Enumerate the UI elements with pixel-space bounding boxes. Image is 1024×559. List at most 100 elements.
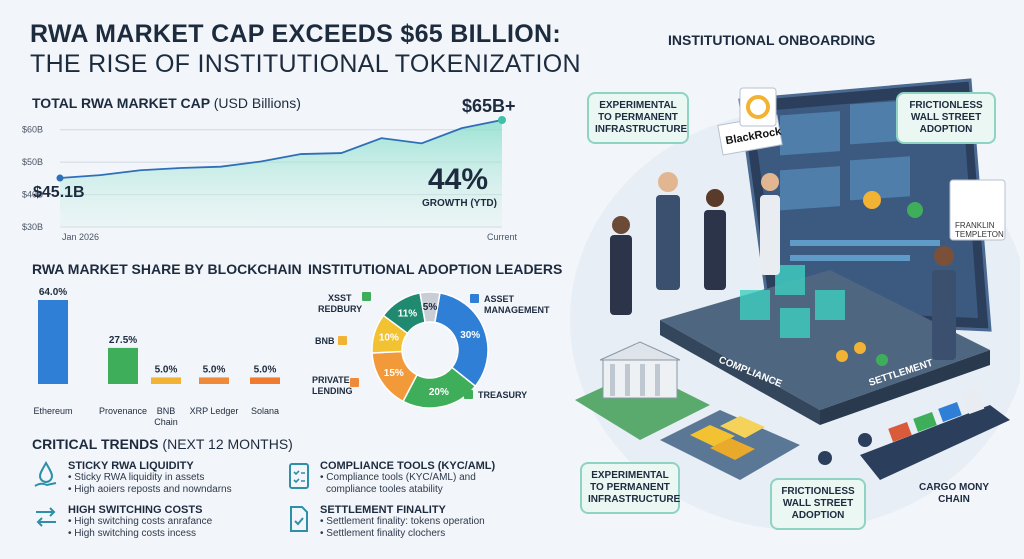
callout-top-left: EXPERIMENTAL TO PERMANENT INFRASTRUCTURE — [587, 92, 689, 144]
illustration-heading: INSTITUTIONAL ONBOARDING — [668, 32, 876, 48]
growth-label: GROWTH (YTD) — [422, 198, 497, 209]
callout-bottom-left: EXPERIMENTAL TO PERMANENT INFRASTRUCTURE — [580, 462, 680, 514]
trend-line: • High switching costs incess — [68, 528, 196, 539]
end-value-label: $65B+ — [462, 96, 516, 116]
bar-category-label: Ethereum — [33, 406, 72, 416]
callout-line: INFRASTRUCTURE — [588, 494, 681, 505]
google-logo-card — [739, 87, 777, 127]
page-title: RWA MARKET CAP EXCEEDS $65 BILLION: — [30, 20, 561, 48]
ethereum-coin-icon — [907, 202, 923, 218]
callout-line: ADOPTION — [919, 124, 973, 135]
onboarding-illustration: COMPLIANCE SETTLEMENT BlackRock FRANKLIN… — [570, 78, 1020, 530]
checklist-clipboard-icon — [287, 460, 311, 490]
bar-value-label: 64.0% — [39, 287, 67, 298]
bar — [151, 377, 181, 384]
link-node-icon — [818, 451, 832, 465]
market-share-heading: RWA MARKET SHARE BY BLOCKCHAIN — [32, 261, 302, 277]
trend-line: • High switching costs anrafance — [68, 516, 213, 527]
bar — [199, 377, 229, 384]
trend-line: • Compliance tools (KYC/AML) and — [320, 472, 476, 483]
growth-value: 44% — [428, 163, 489, 196]
callout-bottom-right: CARGO MONY CHAIN — [904, 474, 1004, 514]
y-tick-label: $50B — [22, 157, 43, 167]
market-cap-heading-text: TOTAL RWA MARKET CAP — [32, 95, 210, 111]
trend-title: HIGH SWITCHING COSTS — [68, 504, 203, 516]
pie-value-label: 20% — [429, 387, 449, 398]
trend-line: • Settlement finality: tokens operation — [320, 516, 485, 527]
bar-category-label: XRP Ledger — [190, 406, 239, 416]
pie-label-management: MANAGEMENT — [484, 305, 550, 315]
franklin-logo-line1: FRANKLIN — [955, 221, 995, 230]
market-cap-heading: TOTAL RWA MARKET CAP (USD Billions) — [32, 95, 301, 111]
bar-value-label: 5.0% — [254, 364, 277, 375]
pie-label-xsst: XSST — [328, 293, 352, 303]
end-point — [498, 116, 506, 124]
callout-line: ADOPTION — [791, 510, 845, 521]
market-cap-line-chart: $30B $40B $50B $60B Jan 2026 Current — [22, 116, 517, 242]
callout-line: WALL STREET — [782, 498, 854, 509]
franklin-logo-line2: TEMPLETON — [955, 230, 1004, 239]
coin-icon — [854, 342, 866, 354]
money-bag-icon — [350, 378, 359, 387]
callout-line: EXPERIMENTAL — [591, 470, 669, 481]
trend-item: HIGH SWITCHING COSTS • High switching co… — [68, 504, 318, 540]
bar-category-label: Provenance — [99, 406, 147, 416]
trends-heading: CRITICAL TRENDS (NEXT 12 MONTHS) — [32, 436, 293, 452]
callout-line: FRICTIONLESS — [909, 100, 983, 111]
callout-line: CARGO MONY — [919, 482, 989, 493]
start-point — [56, 174, 64, 182]
trend-title: SETTLEMENT FINALITY — [320, 504, 446, 516]
callout-bottom-mid: FRICTIONLESS WALL STREET ADOPTION — [770, 478, 866, 530]
bar — [38, 300, 68, 384]
bar-category-label: BNB — [157, 406, 176, 416]
bitcoin-coin-icon — [863, 191, 881, 209]
coin-icon — [836, 350, 848, 362]
bar-value-label: 5.0% — [203, 364, 226, 375]
callout-line: TO PERMANENT — [590, 482, 670, 493]
y-tick-label: $30B — [22, 222, 43, 232]
y-tick-label: $40B — [22, 190, 43, 200]
bar-category-label: Chain — [154, 417, 178, 427]
trend-title: STICKY RWA LIQUIDITY — [68, 460, 194, 472]
trend-item: SETTLEMENT FINALITY • Settlement finalit… — [320, 504, 570, 540]
callout-line: INFRASTRUCTURE — [595, 124, 688, 135]
x-tick-label: Jan 2026 — [62, 232, 99, 242]
trend-line: • Sticky RWA liquidity in assets — [68, 472, 205, 483]
adoption-heading: INSTITUTIONAL ADOPTION LEADERS — [308, 261, 563, 277]
y-tick-label: $60B — [22, 125, 43, 135]
trend-line: • Settlement finality clochers — [320, 528, 446, 539]
market-cap-heading-unit: (USD Billions) — [213, 95, 301, 111]
pie-label-asset: ASSET — [484, 294, 515, 304]
trend-item: STICKY RWA LIQUIDITY • Sticky RWA liquid… — [68, 460, 318, 496]
callout-line: CHAIN — [938, 494, 970, 505]
callout-line: FRICTIONLESS — [781, 486, 855, 497]
callout-line: WALL STREET — [910, 112, 982, 123]
gold-bars-icon — [660, 410, 800, 480]
water-drop-hand-icon — [32, 460, 60, 490]
trends-heading-suffix: (NEXT 12 MONTHS) — [162, 436, 293, 452]
google-logo-icon — [746, 95, 770, 119]
cargo-ship-icon — [860, 387, 1010, 480]
market-cap-area — [60, 120, 502, 227]
bar — [250, 377, 280, 384]
bar-value-label: 27.5% — [109, 335, 137, 346]
pie-value-label: 30% — [460, 330, 480, 341]
bank-icon — [470, 294, 479, 303]
document-check-icon — [287, 504, 311, 534]
pie-slice — [433, 291, 489, 388]
trends-heading-text: CRITICAL TRENDS — [32, 436, 159, 452]
page-subtitle: THE RISE OF INSTITUTIONAL TOKENIZATION — [30, 50, 581, 78]
market-cap-line — [59, 119, 503, 179]
trend-line: • High aoiers reposts and nowndarns — [68, 484, 232, 495]
callout-line: TO PERMANENT — [598, 112, 678, 123]
pie-value-label: 10% — [379, 333, 399, 344]
coins-icon — [362, 292, 371, 301]
bank-building-icon — [575, 341, 710, 440]
bar — [108, 347, 138, 384]
bar-category-label: Solana — [251, 406, 279, 416]
trend-item: COMPLIANCE TOOLS (KYC/AML) • Compliance … — [320, 460, 570, 496]
swap-arrows-icon — [32, 505, 60, 529]
treasury-icon — [464, 390, 473, 399]
trend-line: compliance tooles atability — [326, 484, 443, 495]
pie-value-label: 15% — [384, 368, 404, 379]
